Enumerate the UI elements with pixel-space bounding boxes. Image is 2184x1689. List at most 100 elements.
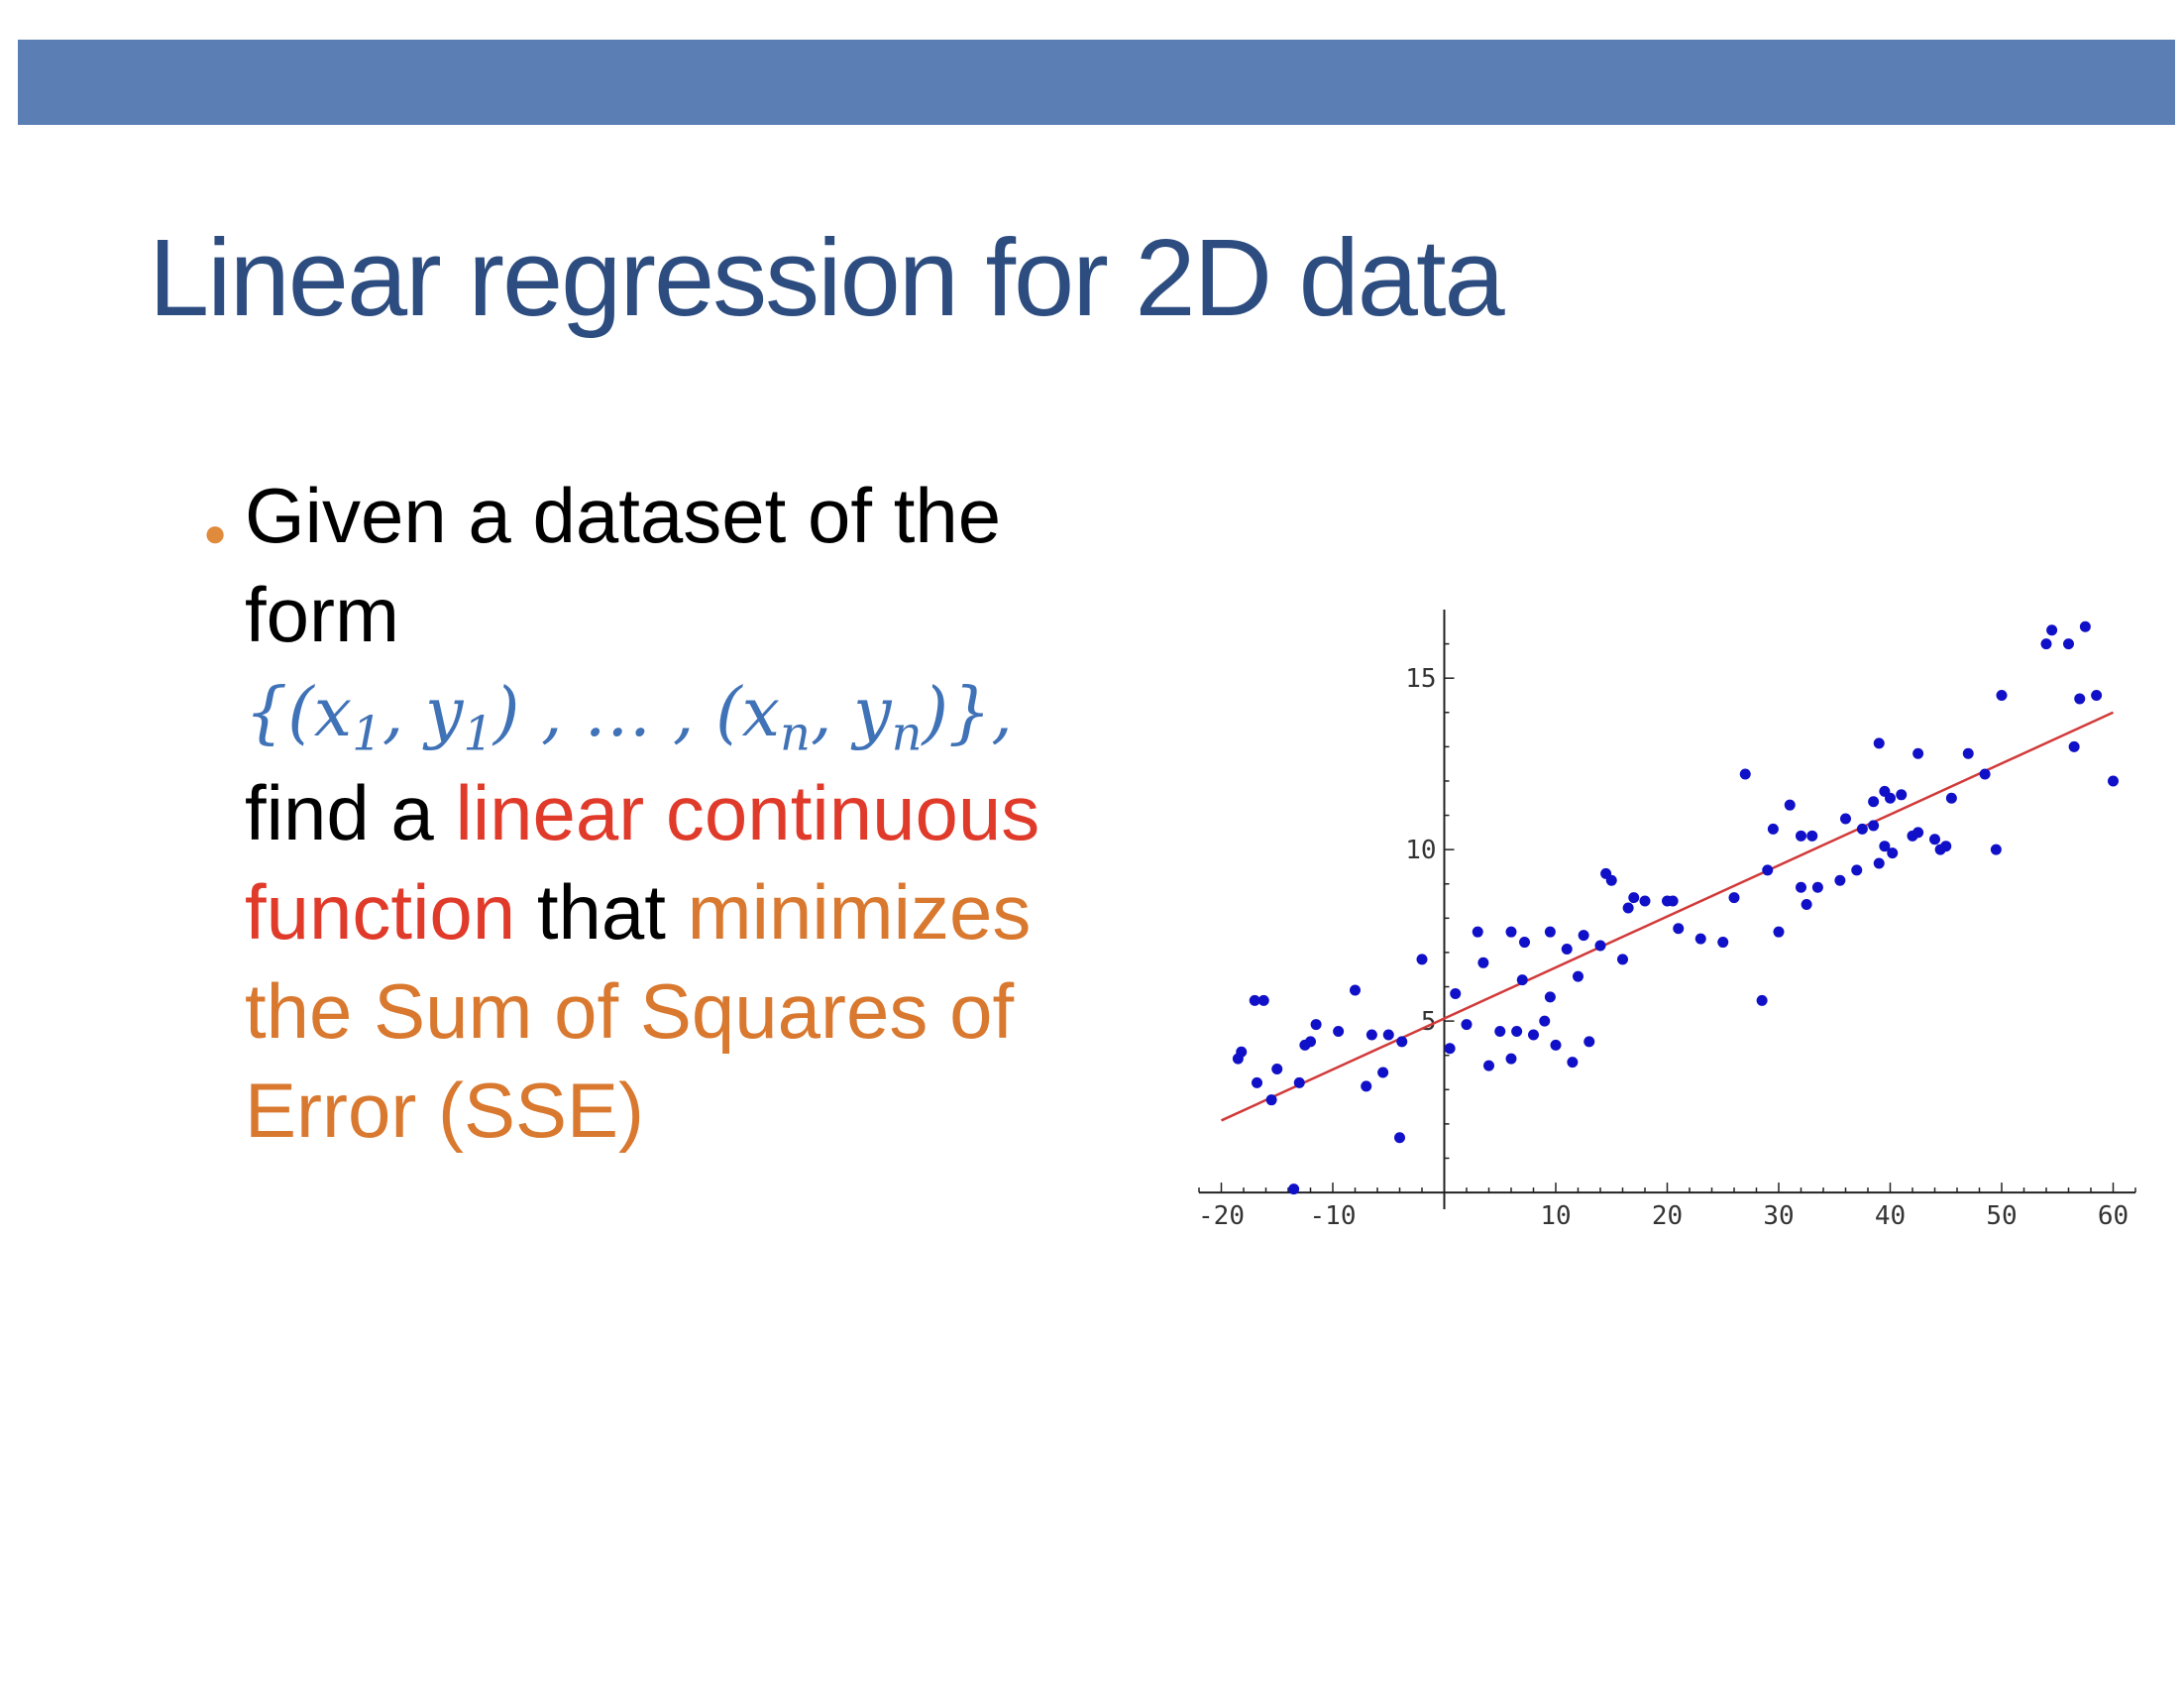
data-point bbox=[1979, 768, 1991, 780]
data-point bbox=[1673, 923, 1685, 935]
data-point bbox=[1305, 1036, 1316, 1048]
data-point bbox=[1505, 926, 1517, 938]
data-point bbox=[2063, 638, 2074, 650]
data-point bbox=[1516, 974, 1528, 986]
x-tick-label: 50 bbox=[1986, 1201, 2017, 1231]
data-point bbox=[1929, 834, 1940, 845]
text-find-a: find a bbox=[245, 769, 456, 856]
scatter-chart-svg: -20 -10 10 20 30 40 50 60 5 10 15 bbox=[1198, 610, 2136, 1231]
data-point bbox=[1252, 1076, 1262, 1088]
data-point bbox=[1394, 1132, 1405, 1144]
data-point bbox=[1728, 892, 1740, 904]
data-point bbox=[1945, 792, 1957, 804]
data-point bbox=[1868, 820, 1880, 832]
bullet-line-2: form bbox=[245, 571, 399, 658]
formula-close: )}, bbox=[922, 674, 1013, 752]
data-point bbox=[1887, 847, 1899, 859]
data-point bbox=[1639, 895, 1651, 907]
data-point bbox=[1762, 864, 1774, 876]
data-point bbox=[2108, 775, 2119, 787]
data-point bbox=[1271, 1064, 1283, 1075]
x-tick-label: 10 bbox=[1540, 1201, 1571, 1231]
data-point bbox=[1622, 902, 1634, 914]
data-point bbox=[1461, 1019, 1473, 1031]
data-point bbox=[1896, 789, 1908, 801]
formula-sub-nb: n bbox=[891, 706, 923, 762]
data-point bbox=[1594, 940, 1606, 952]
y-tick-label: 15 bbox=[1405, 664, 1436, 694]
data-point bbox=[1333, 1025, 1345, 1037]
data-point bbox=[1879, 841, 1891, 852]
formula-ellipsis: ) , … , ( bbox=[492, 674, 742, 752]
data-point bbox=[1573, 970, 1583, 982]
data-point bbox=[1377, 1067, 1389, 1078]
data-point bbox=[1519, 937, 1530, 949]
x-tick-label: -20 bbox=[1198, 1201, 1245, 1231]
data-point bbox=[1477, 957, 1489, 968]
data-point bbox=[1617, 954, 1628, 965]
data-point bbox=[1667, 895, 1679, 907]
y-tick-label: 5 bbox=[1421, 1007, 1437, 1037]
header-bar bbox=[18, 40, 2175, 125]
data-point bbox=[1851, 864, 1863, 876]
data-point bbox=[1873, 857, 1885, 869]
formula-open: {( bbox=[245, 674, 314, 752]
data-point bbox=[1310, 1019, 1322, 1031]
data-point bbox=[1578, 930, 1589, 942]
formula-x1: x bbox=[313, 674, 353, 752]
bullet-line-5: function that minimizes bbox=[245, 862, 1156, 961]
data-point bbox=[1365, 1029, 1377, 1041]
formula-y1: y bbox=[424, 674, 464, 752]
text-linear-continuous: linear continuous bbox=[455, 769, 1040, 856]
x-tick-label: 40 bbox=[1875, 1201, 1906, 1231]
data-point bbox=[2079, 620, 2091, 632]
data-point bbox=[2046, 624, 2058, 636]
data-point bbox=[1567, 1057, 1579, 1069]
data-point bbox=[2091, 689, 2103, 701]
x-tick-label: 60 bbox=[2098, 1201, 2129, 1231]
x-tick-label: 30 bbox=[1763, 1201, 1794, 1231]
data-point bbox=[1796, 830, 1806, 842]
data-point bbox=[1472, 926, 1483, 938]
data-point bbox=[1550, 1039, 1562, 1051]
data-point bbox=[1940, 841, 1952, 852]
data-point bbox=[1350, 984, 1361, 996]
x-tick-label: -10 bbox=[1310, 1201, 1357, 1231]
data-point bbox=[1265, 1094, 1277, 1106]
bullet-line-6: the Sum of Squares of bbox=[245, 967, 1015, 1055]
data-point bbox=[1544, 991, 1556, 1003]
data-point bbox=[1561, 943, 1573, 955]
data-point bbox=[1873, 737, 1885, 749]
data-point bbox=[1756, 994, 1768, 1006]
data-point bbox=[1583, 1036, 1595, 1048]
data-point bbox=[1528, 1029, 1539, 1041]
bullet-line-1: Given a dataset of the bbox=[245, 472, 1002, 559]
data-point bbox=[1912, 747, 1924, 759]
data-point bbox=[1962, 747, 1974, 759]
data-point bbox=[1257, 994, 1269, 1006]
data-point bbox=[1834, 874, 1846, 886]
data-point bbox=[1811, 881, 1823, 893]
text-minimizes: minimizes bbox=[687, 868, 1032, 956]
bullet-line-4: find a linear continuous bbox=[245, 763, 1156, 862]
data-point bbox=[2074, 693, 2086, 705]
dataset-formula: {(x1, y1) , … , (xn, yn)}, bbox=[245, 664, 1156, 763]
data-point bbox=[1840, 813, 1851, 825]
data-point bbox=[1739, 768, 1751, 780]
data-point bbox=[1885, 792, 1896, 804]
data-point bbox=[1856, 823, 1868, 835]
formula-sub-n: n bbox=[780, 706, 811, 762]
data-point bbox=[1717, 937, 1729, 949]
text-function: function bbox=[245, 868, 516, 956]
data-point bbox=[1605, 874, 1617, 886]
text-that: that bbox=[515, 868, 688, 956]
y-tick-label: 10 bbox=[1405, 836, 1436, 865]
data-point bbox=[1796, 881, 1806, 893]
formula-sub-1b: 1 bbox=[463, 706, 493, 762]
data-point bbox=[1396, 1036, 1408, 1048]
data-point bbox=[1544, 926, 1556, 938]
bullet-line-7: Error (SSE) bbox=[245, 1067, 645, 1154]
data-point bbox=[1801, 899, 1812, 910]
formula-comma: , bbox=[382, 674, 425, 752]
data-point bbox=[1694, 933, 1706, 945]
